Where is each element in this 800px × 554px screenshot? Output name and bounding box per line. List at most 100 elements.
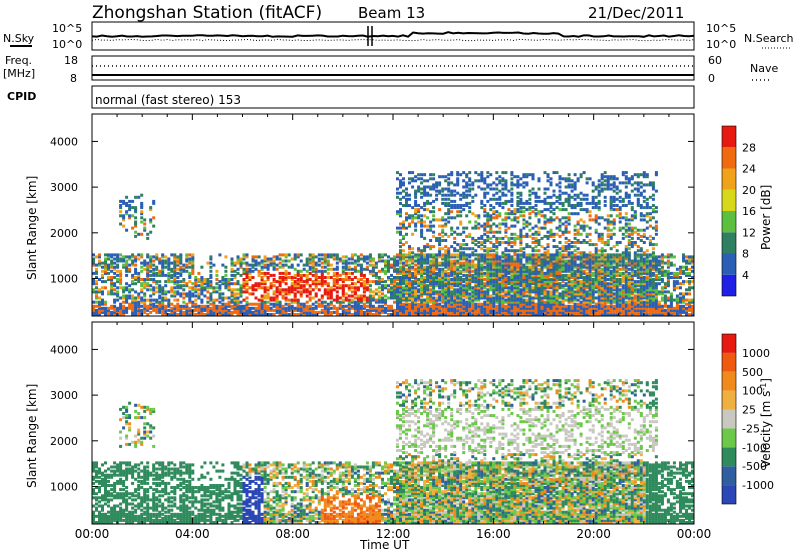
scatter-cell bbox=[194, 306, 198, 310]
scatter-cell bbox=[362, 313, 366, 316]
scatter-cell bbox=[474, 249, 478, 253]
scatter-cell bbox=[113, 313, 117, 316]
scatter-cell bbox=[498, 179, 502, 183]
scatter-cell bbox=[519, 214, 523, 218]
scatter-cell bbox=[510, 257, 514, 261]
scatter-cell bbox=[287, 286, 291, 290]
scatter-cell bbox=[116, 273, 120, 277]
scatter-cell bbox=[377, 269, 381, 273]
scatter-cell bbox=[555, 245, 559, 249]
scatter-cell bbox=[606, 255, 610, 259]
scatter-cell bbox=[510, 263, 514, 267]
scatter-cell bbox=[474, 276, 478, 279]
scatter-cell bbox=[426, 284, 430, 288]
scatter-cell bbox=[125, 273, 129, 277]
scatter-cell bbox=[344, 313, 348, 316]
scatter-cell bbox=[501, 278, 505, 281]
scatter-cell bbox=[98, 310, 101, 314]
scatter-cell bbox=[477, 290, 481, 294]
scatter-cell bbox=[390, 313, 393, 316]
scatter-cell bbox=[549, 265, 553, 269]
scatter-cell bbox=[218, 284, 222, 288]
scatter-cell bbox=[420, 177, 424, 181]
scatter-cell bbox=[164, 273, 168, 277]
scatter-cell bbox=[323, 288, 327, 292]
scatter-cell bbox=[347, 267, 351, 271]
scatter-cell bbox=[447, 187, 451, 191]
scatter-cell bbox=[353, 259, 357, 263]
scatter-cell bbox=[98, 308, 101, 312]
scatter-cell bbox=[519, 241, 523, 244]
scatter-cell bbox=[176, 263, 180, 267]
scatter-cell bbox=[591, 292, 595, 296]
scatter-cell bbox=[441, 288, 445, 292]
scatter-cell bbox=[585, 177, 589, 181]
scatter-cell bbox=[447, 255, 451, 259]
scatter-cell bbox=[603, 171, 607, 175]
scatter-cell bbox=[113, 306, 117, 310]
scatter-cell bbox=[182, 288, 186, 292]
scatter-cell bbox=[465, 308, 469, 312]
scatter-cell bbox=[411, 313, 415, 316]
scatter-cell bbox=[504, 278, 508, 281]
scatter-cell bbox=[450, 193, 454, 197]
scatter-cell bbox=[161, 296, 165, 300]
scatter-cell bbox=[414, 222, 418, 226]
scatter-cell bbox=[441, 228, 445, 232]
scatter-cell bbox=[122, 201, 126, 205]
scatter-cell bbox=[399, 267, 402, 271]
scatter-cell bbox=[356, 294, 360, 298]
scatter-cell bbox=[335, 296, 339, 300]
scatter-cell bbox=[134, 296, 138, 300]
scatter-cell bbox=[402, 308, 405, 312]
scatter-cell bbox=[350, 271, 354, 275]
scatter-cell bbox=[570, 296, 574, 300]
scatter-cell bbox=[450, 271, 454, 275]
scatter-cell bbox=[441, 175, 445, 179]
scatter-cell bbox=[489, 218, 493, 222]
scatter-cell bbox=[576, 222, 580, 226]
scatter-cell bbox=[179, 306, 183, 310]
scatter-cell bbox=[387, 261, 390, 265]
scatter-cell bbox=[441, 310, 445, 314]
scatter-cell bbox=[435, 310, 439, 314]
scatter-cell bbox=[594, 185, 598, 189]
scatter-cell bbox=[402, 220, 405, 224]
scatter-cell bbox=[104, 302, 107, 306]
scatter-cell bbox=[558, 278, 562, 281]
scatter-cell bbox=[426, 193, 430, 197]
scatter-cell bbox=[131, 282, 135, 286]
scatter-cell bbox=[609, 313, 613, 316]
scatter-cell bbox=[507, 255, 511, 259]
scatter-cell bbox=[450, 308, 454, 312]
scatter-cell bbox=[534, 214, 538, 218]
scatter-cell bbox=[489, 288, 493, 292]
scatter-cell bbox=[227, 278, 231, 281]
scatter-cell bbox=[582, 220, 586, 224]
scatter-cell bbox=[543, 282, 547, 286]
scatter-cell bbox=[266, 267, 270, 271]
scatter-cell bbox=[591, 199, 595, 203]
scatter-cell bbox=[182, 280, 186, 284]
scatter-cell bbox=[278, 300, 282, 304]
scatter-cell bbox=[155, 271, 159, 275]
scatter-cell bbox=[570, 183, 574, 187]
scatter-cell bbox=[308, 296, 312, 300]
scatter-cell bbox=[143, 282, 147, 286]
scatter-cell bbox=[353, 267, 357, 271]
scatter-cell bbox=[528, 208, 532, 212]
scatter-cell bbox=[492, 290, 496, 294]
scatter-cell bbox=[597, 271, 601, 275]
scatter-cell bbox=[507, 189, 511, 193]
scatter-cell bbox=[326, 276, 330, 279]
scatter-cell bbox=[414, 204, 418, 207]
scatter-cell bbox=[456, 261, 460, 265]
scatter-cell bbox=[236, 261, 240, 265]
scatter-cell bbox=[576, 286, 580, 290]
scatter-cell bbox=[495, 267, 499, 271]
scatter-cell bbox=[609, 206, 613, 210]
scatter-cell bbox=[498, 222, 502, 226]
scatter-cell bbox=[116, 292, 120, 296]
scatter-cell bbox=[600, 286, 604, 290]
scatter-cell bbox=[438, 292, 442, 296]
